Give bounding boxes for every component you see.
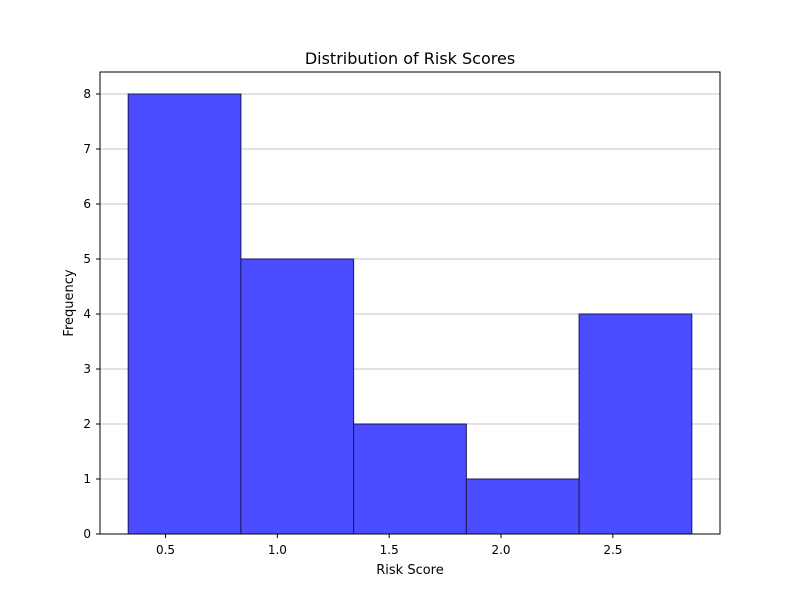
bars [127,93,693,535]
y-tick-label: 7 [83,142,91,156]
axes [99,71,721,535]
x-tick-label: 1.0 [268,543,287,557]
y-axis-label: Frequency [62,269,77,336]
histogram-bar [353,423,467,535]
y-tick-label: 8 [83,87,91,101]
histogram-bar [127,93,242,535]
y-tick-label: 4 [83,307,91,321]
x-tick-label: 1.5 [380,543,399,557]
x-tick-label: 2.5 [603,543,622,557]
y-tick-label: 3 [83,362,91,376]
chart-title: Distribution of Risk Scores [305,49,515,68]
x-tick-label: 0.5 [156,543,175,557]
y-tick-label: 2 [83,417,91,431]
plot-frame [99,71,721,535]
y-tick-label: 5 [83,252,91,266]
histogram-bar [240,258,355,535]
y-tick-label: 6 [83,197,91,211]
histogram-bar [465,478,580,535]
y-tick-label: 0 [83,527,91,541]
y-tick-label: 1 [83,472,91,486]
x-tick-label: 2.0 [491,543,510,557]
histogram-bar [578,313,693,535]
y-ticks: 0 1 2 3 4 5 6 7 8 [83,87,100,541]
x-ticks: 0.5 1.0 1.5 2.0 2.5 [156,534,622,557]
x-axis-label: Risk Score [376,563,444,578]
